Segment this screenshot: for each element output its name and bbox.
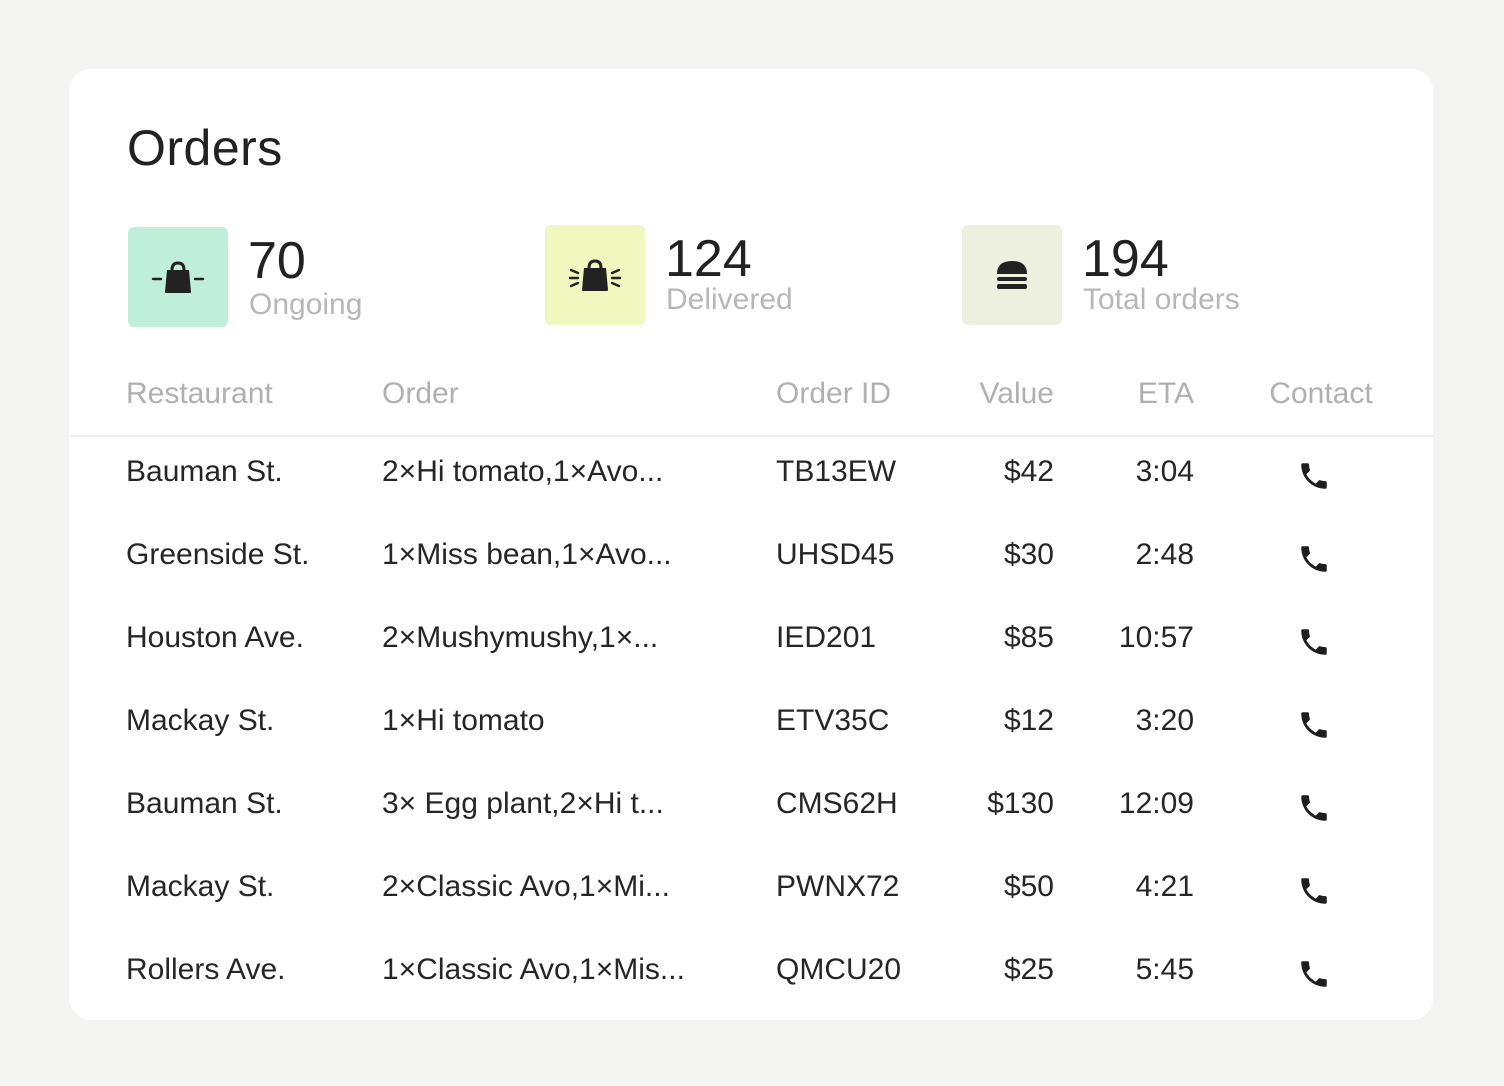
column-header-value[interactable]: Value [979,377,1054,410]
cell-eta: 2:48 [1135,538,1194,571]
cell-restaurant: Rollers Ave. [126,953,286,986]
table-row[interactable]: Bauman St. 2×Hi tomato,1×Avo... TB13EW $42 3… [69,435,1433,518]
cell-value: $85 [1003,621,1054,654]
stat-total-orders: 194 Total orders [962,225,1322,329]
cell-order: 2×Mushymushy,1×... [382,621,659,654]
bag-icon [128,227,228,327]
cell-order-id: PWNX72 [776,870,900,903]
cell-value: $42 [1003,455,1054,488]
cell-eta: 10:57 [1118,621,1194,654]
stat-value: 194 [1082,230,1169,288]
cell-order-id: UHSD45 [776,538,895,571]
table-row[interactable]: Mackay St. 1×Hi tomato ETV35C $12 3:20 [69,684,1433,767]
cell-restaurant: Bauman St. [126,455,283,488]
cell-restaurant: Mackay St. [126,704,275,737]
bag-delivered-icon [545,225,645,325]
cell-eta: 4:21 [1135,870,1194,903]
table-header: Restaurant Order Order ID Value ETA Cont… [69,369,1433,437]
phone-icon[interactable] [1293,954,1335,994]
cell-restaurant: Bauman St. [126,787,283,820]
column-header-contact[interactable]: Contact [1269,377,1373,410]
cell-eta: 5:45 [1135,953,1194,986]
cell-restaurant: Greenside St. [126,538,310,571]
cell-order-id: TB13EW [776,455,897,488]
stat-value: 124 [665,230,752,288]
burger-icon [962,225,1062,325]
table-row[interactable]: Mackay St. 2×Classic Avo,1×Mi... PWNX72 $50… [69,850,1433,933]
cell-eta: 3:04 [1135,455,1194,488]
table-row[interactable]: Rollers Ave. 1×Classic Avo,1×Mis... QMCU20… [69,933,1433,1016]
cell-order-id: CMS62H [776,787,898,820]
phone-icon[interactable] [1293,788,1335,828]
table-row[interactable]: Houston Ave. 2×Mushymushy,1×... IED201 $85 1… [69,601,1433,684]
stat-label: Ongoing [249,288,363,321]
cell-value: $12 [1003,704,1054,737]
phone-icon[interactable] [1293,539,1335,579]
cell-restaurant: Mackay St. [126,870,275,903]
column-header-restaurant[interactable]: Restaurant [126,377,273,410]
stat-value: 70 [248,232,306,290]
cell-value: $130 [987,787,1054,820]
phone-icon[interactable] [1293,456,1335,496]
cell-value: $50 [1003,870,1054,903]
stat-ongoing: 70 Ongoing [128,227,458,331]
column-header-eta[interactable]: ETA [1137,377,1194,410]
cell-order: 3× Egg plant,2×Hi t... [382,787,664,820]
cell-eta: 3:20 [1135,704,1194,737]
table-row[interactable]: Greenside St. 1×Miss bean,1×Avo... UHSD45 $… [69,518,1433,601]
column-header-order[interactable]: Order [382,377,459,410]
phone-icon[interactable] [1293,705,1335,745]
cell-order-id: IED201 [776,621,877,654]
stat-delivered: 124 Delivered [545,225,875,329]
column-header-order-id[interactable]: Order ID [776,377,892,410]
cell-value: $30 [1003,538,1054,571]
cell-eta: 12:09 [1118,787,1194,820]
phone-icon[interactable] [1293,622,1335,662]
orders-card: Orders 70 Ongoing [69,69,1433,1020]
cell-order: 1×Miss bean,1×Avo... [382,538,672,571]
phone-icon[interactable] [1293,871,1335,911]
cell-order-id: ETV35C [776,704,890,737]
cell-value: $25 [1003,953,1054,986]
stat-label: Total orders [1083,283,1240,316]
cell-order: 1×Hi tomato [382,704,545,737]
cell-restaurant: Houston Ave. [126,621,304,654]
cell-order: 2×Classic Avo,1×Mi... [382,870,670,903]
cell-order: 1×Classic Avo,1×Mis... [382,953,685,986]
cell-order-id: QMCU20 [776,953,902,986]
stat-label: Delivered [666,283,793,316]
table-row[interactable]: Bauman St. 3× Egg plant,2×Hi t... CMS62H $1… [69,767,1433,850]
page-title: Orders [127,120,283,176]
cell-order: 2×Hi tomato,1×Avo... [382,455,664,488]
